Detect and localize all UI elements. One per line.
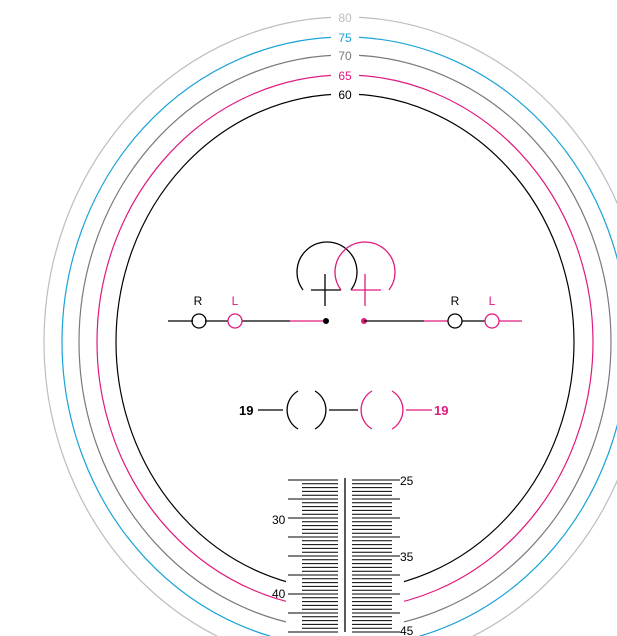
- right-close-paren: [314, 390, 327, 430]
- scale-label-45: 45: [400, 624, 414, 636]
- marker-r-right-label: R: [451, 294, 460, 308]
- scale-label-25: 25: [400, 474, 414, 488]
- centre-targets: [296, 241, 396, 306]
- right-size-value: 19: [239, 403, 253, 418]
- ring-label-75: 75: [338, 31, 352, 45]
- right-target-arc: [296, 241, 358, 291]
- pd-line: R L R L: [168, 294, 522, 329]
- ring-label-65: 65: [338, 69, 352, 83]
- ring-label-70: 70: [338, 49, 352, 63]
- left-open-paren: [360, 390, 373, 430]
- ruler-scale: [288, 478, 400, 633]
- ring-label-80: 80: [338, 11, 352, 25]
- size-indicator: 19 19: [239, 390, 448, 430]
- marker-l-right-label: L: [489, 294, 496, 308]
- marker-r-left: [191, 313, 207, 329]
- scale-label-30: 30: [272, 513, 286, 527]
- marker-r-right: [447, 313, 463, 329]
- ruler-labels: 25 30 35 40 45: [272, 474, 414, 636]
- scale-label-40: 40: [272, 587, 286, 601]
- marker-l-left: [227, 313, 243, 329]
- left-close-paren: [391, 390, 404, 430]
- scale-label-35: 35: [400, 550, 414, 564]
- right-open-paren: [286, 390, 299, 430]
- ring-labels: 80 75 70 65 60: [331, 10, 359, 102]
- right-pupil-dot: [323, 318, 329, 324]
- ring-label-60: 60: [338, 88, 352, 102]
- marker-r-left-label: R: [194, 294, 203, 308]
- left-size-value: 19: [434, 403, 448, 418]
- marker-l-right: [484, 313, 500, 329]
- left-target-arc: [334, 241, 396, 291]
- marker-l-left-label: L: [232, 294, 239, 308]
